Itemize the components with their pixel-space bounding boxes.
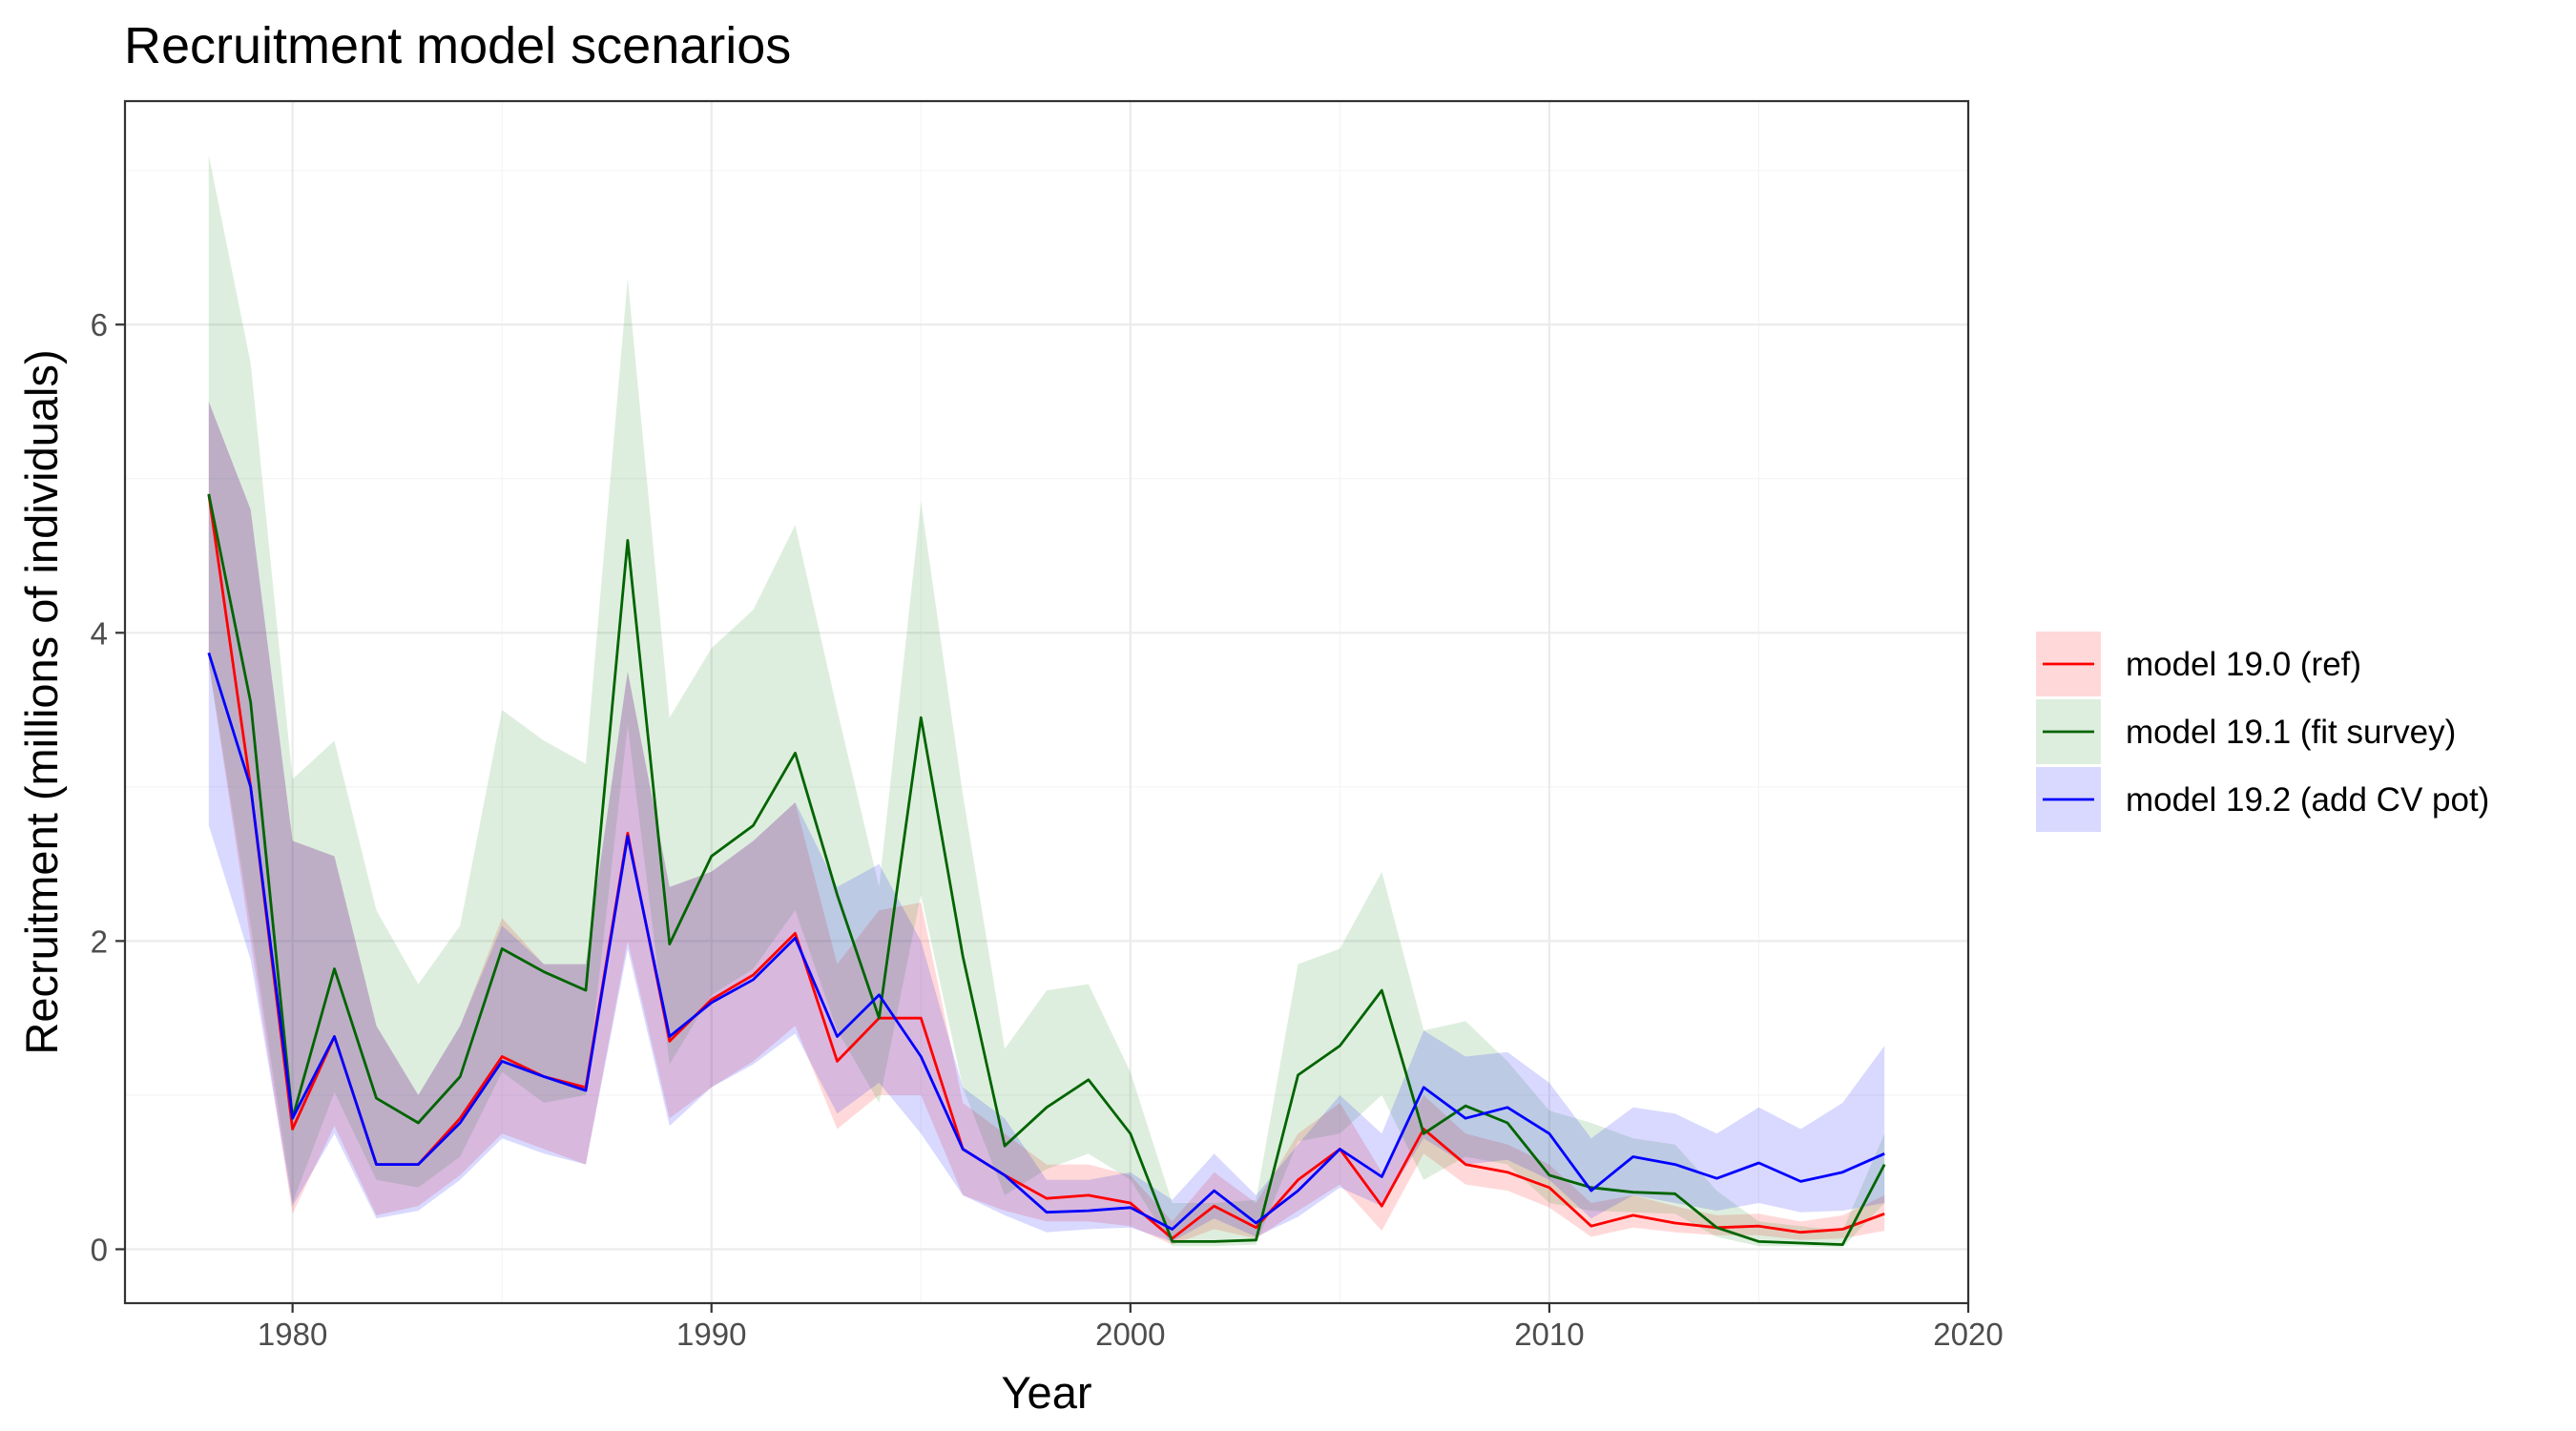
grid-minor (125, 101, 1968, 1303)
panel-border (123, 99, 1970, 1305)
y-tick-label: 2 (91, 923, 108, 959)
series-3-line (207, 652, 1885, 1231)
y-tick-label: 0 (91, 1232, 108, 1267)
x-axis-title: Year (1002, 1367, 1092, 1418)
legend-item: model 19.1 (fit survey) (2036, 699, 2456, 764)
legend-label: model 19.1 (fit survey) (2126, 714, 2456, 751)
legend-label: model 19.2 (add CV pot) (2126, 781, 2489, 819)
y-tick-label: 6 (91, 307, 108, 342)
x-tick-label: 2010 (1514, 1317, 1584, 1352)
legend-item: model 19.2 (add CV pot) (2036, 767, 2489, 832)
ribbon-layer (208, 155, 1885, 1248)
series-2-line (207, 493, 1886, 1246)
legend: model 19.0 (ref) model 19.1 (fit survey) m… (2036, 632, 2489, 832)
series-1-line (207, 493, 1885, 1240)
x-tick-label: 1980 (258, 1317, 327, 1352)
line-layer (207, 493, 1886, 1246)
chart-title: Recruitment model scenarios (124, 17, 791, 74)
legend-label: model 19.0 (ref) (2126, 646, 2361, 683)
legend-item: model 19.0 (ref) (2036, 632, 2361, 696)
y-tick-label: 4 (91, 615, 108, 651)
x-tick-label: 1990 (676, 1317, 746, 1352)
axis-ticks: 1980 1990 2000 2010 2020 0 2 4 6 (91, 307, 2004, 1352)
series-3-ribbon (208, 402, 1885, 1242)
series-2-ribbon (208, 155, 1885, 1248)
y-axis-title: Recruitment (millions of individuals) (16, 349, 67, 1054)
x-tick-label: 2000 (1095, 1317, 1165, 1352)
x-tick-label: 2020 (1933, 1317, 2003, 1352)
